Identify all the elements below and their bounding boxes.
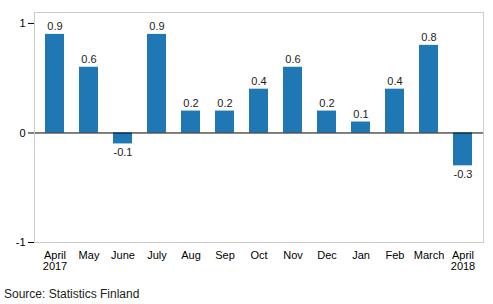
svg-text:Sep: Sep — [215, 249, 235, 261]
svg-text:0.6: 0.6 — [81, 53, 96, 65]
svg-text:0.4: 0.4 — [251, 75, 266, 87]
svg-text:0.2: 0.2 — [217, 97, 232, 109]
svg-text:-0.3: -0.3 — [454, 168, 473, 180]
svg-text:0.9: 0.9 — [149, 20, 164, 32]
svg-text:0.4: 0.4 — [387, 75, 402, 87]
svg-text:Jan: Jan — [352, 249, 370, 261]
svg-text:June: June — [111, 249, 135, 261]
svg-text:Nov: Nov — [283, 249, 303, 261]
svg-text:-0.1: -0.1 — [114, 146, 133, 158]
svg-text:April2017: April2017 — [43, 249, 67, 272]
svg-text:0.9: 0.9 — [47, 20, 62, 32]
svg-text:April2018: April2018 — [451, 249, 475, 272]
svg-text:July: July — [147, 249, 167, 261]
svg-text:0.1: 0.1 — [353, 108, 368, 120]
svg-text:Dec: Dec — [317, 249, 337, 261]
svg-text:Feb: Feb — [386, 249, 405, 261]
svg-text:0.6: 0.6 — [285, 53, 300, 65]
svg-text:0.2: 0.2 — [319, 97, 334, 109]
svg-text:Oct: Oct — [250, 249, 267, 261]
svg-text:0.2: 0.2 — [183, 97, 198, 109]
svg-text:Aug: Aug — [181, 249, 201, 261]
svg-text:1: 1 — [19, 17, 25, 29]
svg-text:May: May — [79, 249, 100, 261]
svg-text:-1: -1 — [16, 236, 26, 248]
svg-text:0: 0 — [19, 126, 25, 138]
html-text:Source: Statistics Finland: Source: Statistics Finland — [4, 287, 140, 301]
svg-text:March: March — [414, 249, 445, 261]
svg-text:0.8: 0.8 — [421, 31, 436, 43]
